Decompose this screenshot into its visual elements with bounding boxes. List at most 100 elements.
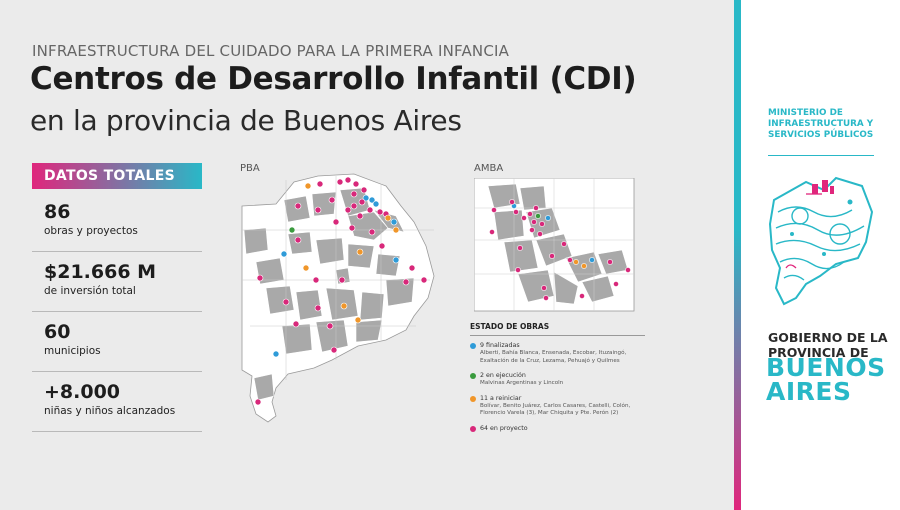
project-marker xyxy=(366,206,374,214)
project-marker xyxy=(352,180,360,188)
project-marker xyxy=(314,304,322,312)
government-line: GOBIERNO DE LA xyxy=(768,330,888,345)
stat-label: obras y proyectos xyxy=(44,225,138,237)
totals-heading: DATOS TOTALES xyxy=(32,163,202,189)
page-title: Centros de Desarrollo Infantil (CDI) xyxy=(30,61,637,97)
project-marker xyxy=(332,218,340,226)
project-marker xyxy=(316,180,324,188)
project-marker xyxy=(537,231,543,237)
project-marker xyxy=(336,178,344,186)
project-marker xyxy=(330,346,338,354)
project-marker xyxy=(517,245,523,251)
project-marker xyxy=(368,196,376,204)
project-marker xyxy=(408,264,416,272)
project-marker xyxy=(625,267,631,273)
legend-label: 9 finalizadas xyxy=(480,342,520,349)
project-marker xyxy=(340,302,348,310)
province-name: BUENOS AIRES xyxy=(766,353,886,406)
project-marker xyxy=(356,212,364,220)
amba-project-dots xyxy=(489,199,631,301)
project-marker xyxy=(581,263,587,269)
pba-map-label: PBA xyxy=(240,163,260,174)
totals-list: 86 obras y proyectos $21.666 M de invers… xyxy=(32,192,202,432)
project-marker xyxy=(513,209,519,215)
project-marker xyxy=(294,202,302,210)
stat-label: de inversión total xyxy=(44,285,136,297)
project-marker xyxy=(541,285,547,291)
legend-dot xyxy=(470,425,476,432)
legend-dot xyxy=(470,395,476,402)
project-marker xyxy=(350,190,358,198)
project-marker xyxy=(549,253,555,259)
project-marker xyxy=(344,206,352,214)
legend-detail: Exaltación de la Cruz, Lezama, Pehuajó y… xyxy=(480,357,620,364)
stat-item: 60 municipios xyxy=(32,312,202,372)
legend-item: 9 finalizadas Alberti, Bahía Blanca, Ens… xyxy=(470,342,645,365)
project-marker xyxy=(543,295,549,301)
project-marker xyxy=(529,227,535,233)
stat-item: 86 obras y proyectos xyxy=(32,192,202,252)
stat-value: 86 xyxy=(44,201,71,223)
project-marker xyxy=(420,276,428,284)
project-marker xyxy=(531,219,537,225)
project-marker xyxy=(344,176,352,184)
project-marker xyxy=(368,228,376,236)
amba-map-label: AMBA xyxy=(474,163,504,174)
legend-item: 2 en ejecución Malvinas Argentinas y Lin… xyxy=(470,372,645,388)
project-marker xyxy=(613,281,619,287)
project-marker xyxy=(527,211,533,217)
project-marker xyxy=(539,221,545,227)
legend-title: ESTADO DE OBRAS xyxy=(470,322,645,336)
legend: ESTADO DE OBRAS 9 finalizadas Alberti, B… xyxy=(470,322,645,440)
project-marker xyxy=(491,207,497,213)
project-marker xyxy=(288,226,296,234)
project-marker xyxy=(304,182,312,190)
project-marker xyxy=(350,202,358,210)
project-marker xyxy=(607,259,613,265)
project-marker xyxy=(521,215,527,221)
project-marker xyxy=(384,214,392,222)
ministry-name: MINISTERIO DE INFRAESTRUCTURA Y SERVICIO… xyxy=(768,108,873,141)
project-marker xyxy=(579,293,585,299)
project-marker xyxy=(589,257,595,263)
legend-item: 64 en proyecto xyxy=(470,425,645,433)
project-marker xyxy=(545,215,551,221)
project-marker xyxy=(338,276,346,284)
ministry-line: MINISTERIO DE xyxy=(768,108,843,118)
province-name-line: BUENOS xyxy=(766,353,886,382)
page-subtitle: en la provincia de Buenos Aires xyxy=(30,104,462,137)
project-marker xyxy=(254,398,262,406)
project-marker xyxy=(326,322,334,330)
project-marker xyxy=(280,250,288,258)
legend-label: 11 a reiniciar xyxy=(480,394,522,402)
project-marker xyxy=(402,278,410,286)
project-marker xyxy=(573,259,579,265)
project-marker xyxy=(390,218,398,226)
project-marker xyxy=(348,224,356,232)
stat-value: $21.666 M xyxy=(44,261,157,283)
project-marker xyxy=(354,316,362,324)
page-kicker: INFRAESTRUCTURA DEL CUIDADO PARA LA PRIM… xyxy=(32,42,510,60)
accent-stripe xyxy=(734,0,741,510)
amba-map xyxy=(474,178,635,312)
project-marker xyxy=(515,267,521,273)
project-marker xyxy=(372,200,380,208)
project-marker xyxy=(489,229,495,235)
province-emblem-icon xyxy=(768,176,874,306)
legend-item: 11 a reiniciar Bolívar, Benito Juárez, C… xyxy=(470,395,645,418)
ministry-line: SERVICIOS PÚBLICOS xyxy=(768,130,874,140)
project-marker xyxy=(302,264,310,272)
project-marker xyxy=(358,198,366,206)
government-line: PROVINCIA DE xyxy=(768,345,869,360)
project-marker xyxy=(312,276,320,284)
legend-dot xyxy=(470,343,476,349)
stat-item: +8.000 niñas y niños alcanzados xyxy=(32,372,202,432)
legend-label: 2 en ejecución xyxy=(480,372,526,379)
project-marker xyxy=(392,226,400,234)
stat-item: $21.666 M de inversión total xyxy=(32,252,202,312)
project-marker xyxy=(567,257,573,263)
project-marker xyxy=(360,186,368,194)
legend-dot xyxy=(470,373,476,379)
province-name-line: AIRES xyxy=(766,377,852,406)
project-marker xyxy=(362,194,370,202)
